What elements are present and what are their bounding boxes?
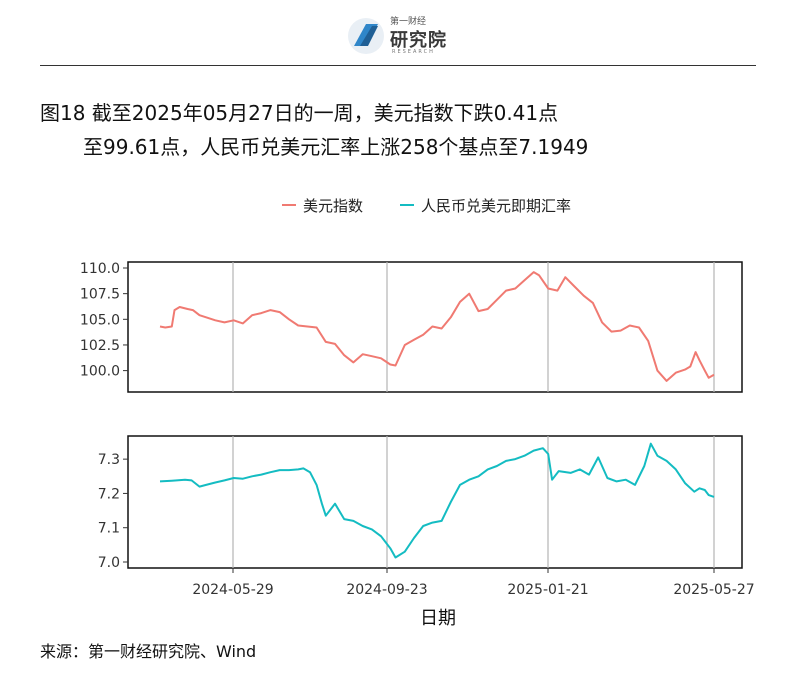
usd-index-y-tick-label: 110.0: [80, 261, 120, 277]
cny-rate-panel: 7.3 7.2 7.1 7.0: [98, 435, 743, 571]
cny-rate-y-tick-label: 7.3: [98, 452, 120, 468]
x-tick-label: 2025-05-27: [673, 582, 754, 598]
source-note: 来源：第一财经研究院、Wind: [40, 642, 257, 661]
header-divider: [40, 65, 756, 66]
x-tick-label: 2024-05-29: [192, 582, 273, 598]
cny-rate-y-tick-label: 7.2: [98, 486, 120, 502]
x-axis-title: 日期: [420, 608, 456, 629]
legend-label-usd: 美元指数: [303, 197, 363, 215]
usd-index-y-tick-label: 102.5: [80, 338, 120, 354]
logo-sub-text: RESEARCH: [392, 49, 435, 55]
logo-emblem-icon: [348, 18, 384, 54]
usd-index-series-line: [159, 271, 715, 382]
figure-title-line1: 图18 截至2025年05月27日的一周，美元指数下跌0.41点: [40, 101, 559, 125]
figure-title: 图18 截至2025年05月27日的一周，美元指数下跌0.41点 至99.61点…: [40, 96, 760, 164]
usd-index-y-tick-label: 100.0: [80, 364, 120, 380]
cny-rate-y-tick-label: 7.0: [98, 555, 120, 571]
usd-index-y-tick-label: 107.5: [80, 287, 120, 303]
logo: 第一财经 研究院 RESEARCH: [346, 10, 466, 60]
cny-rate-frame: [127, 435, 743, 569]
cny-rate-y-tick-label: 7.1: [98, 521, 120, 537]
logo-top-text: 第一财经: [390, 17, 427, 27]
x-axis: 2024-05-29 2024-09-23 2025-01-21 2025-05-27: [192, 568, 755, 598]
legend: 美元指数 人民币兑美元即期汇率: [282, 197, 571, 215]
usd-index-y-tick-label: 105.0: [80, 312, 120, 328]
usd-index-panel: 110.0 107.5 105.0 102.5 100.0: [80, 261, 743, 393]
x-tick-label: 2024-09-23: [346, 582, 427, 598]
x-tick-label: 2025-01-21: [507, 582, 588, 598]
cny-rate-series-line: [159, 442, 715, 559]
legend-label-cny: 人民币兑美元即期汇率: [421, 197, 571, 215]
figure-title-line2: 至99.61点，人民币兑美元汇率上涨258个基点至7.1949: [83, 135, 589, 159]
logo-main-text: 研究院: [390, 30, 447, 51]
